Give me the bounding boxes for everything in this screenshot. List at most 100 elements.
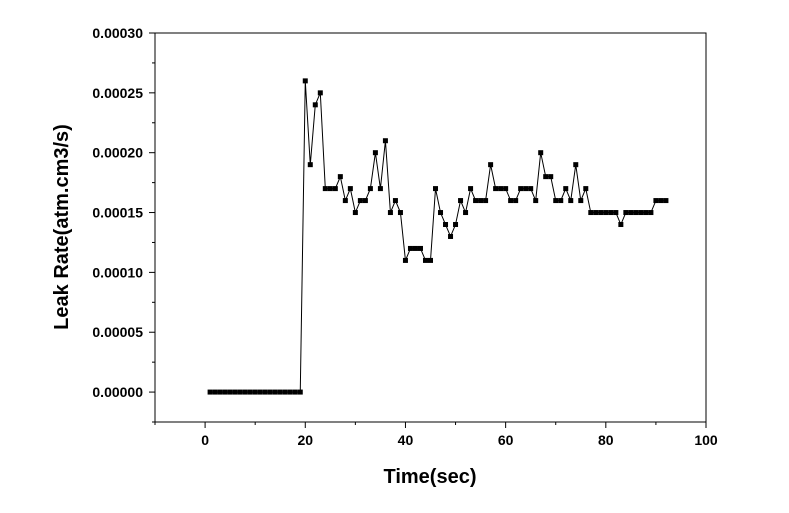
- y-tick-label: 0.00010: [92, 264, 143, 280]
- data-point: [468, 186, 474, 192]
- data-point: [528, 186, 534, 192]
- x-tick-label: 20: [297, 432, 313, 448]
- data-point: [207, 389, 213, 395]
- data-point: [593, 210, 599, 216]
- data-point: [272, 389, 278, 395]
- data-point: [663, 198, 669, 204]
- data-point: [623, 210, 629, 216]
- axis-ticks: [149, 32, 707, 428]
- data-point: [357, 198, 363, 204]
- data-point: [628, 210, 634, 216]
- data-point: [332, 186, 338, 192]
- x-tick-label: 100: [694, 432, 718, 448]
- data-point: [648, 210, 654, 216]
- data-point: [458, 198, 464, 204]
- data-point: [397, 210, 403, 216]
- data-point: [558, 198, 564, 204]
- data-point: [463, 210, 469, 216]
- y-tick-label: 0.00005: [92, 324, 143, 340]
- data-point: [347, 186, 353, 192]
- data-point: [598, 210, 604, 216]
- plot-frame: [154, 32, 707, 423]
- data-point: [608, 210, 614, 216]
- data-point: [488, 162, 494, 168]
- data-point: [277, 389, 283, 395]
- data-point: [588, 210, 594, 216]
- data-point: [302, 78, 308, 84]
- data-point: [583, 186, 589, 192]
- data-point: [643, 210, 649, 216]
- data-point: [387, 210, 393, 216]
- data-point: [573, 162, 579, 168]
- data-point: [553, 198, 559, 204]
- data-point: [438, 210, 444, 216]
- data-point: [317, 90, 323, 96]
- data-point: [658, 198, 664, 204]
- data-point: [237, 389, 243, 395]
- y-tick-label: 0.00020: [92, 145, 143, 161]
- y-tick-label: 0.00030: [92, 25, 143, 41]
- data-point: [322, 186, 328, 192]
- data-point: [533, 198, 539, 204]
- data-point: [342, 198, 348, 204]
- data-point: [498, 186, 504, 192]
- tick-labels: 0 20 40 60 80 100 0.00000 0.00005 0.00010 0.00015…: [92, 25, 718, 448]
- y-tick-label: 0.00000: [92, 384, 143, 400]
- data-point: [508, 198, 514, 204]
- data-point: [433, 186, 439, 192]
- data-point: [548, 174, 554, 180]
- data-point: [382, 138, 388, 144]
- data-point: [327, 186, 333, 192]
- data-point: [578, 198, 584, 204]
- data-point: [282, 389, 288, 395]
- x-tick-label: 60: [498, 432, 514, 448]
- data-point: [478, 198, 484, 204]
- data-point: [513, 198, 519, 204]
- data-point: [402, 257, 408, 263]
- data-point: [392, 198, 398, 204]
- data-point: [257, 389, 263, 395]
- y-tick-label: 0.00025: [92, 85, 143, 101]
- data-point: [287, 389, 293, 395]
- data-point: [247, 389, 253, 395]
- series-markers: [207, 78, 669, 395]
- data-point: [312, 102, 318, 108]
- data-point: [638, 210, 644, 216]
- data-point: [337, 174, 343, 180]
- data-point: [443, 222, 449, 228]
- data-point: [503, 186, 509, 192]
- data-point: [563, 186, 569, 192]
- data-point: [297, 389, 303, 395]
- y-axis-title: Leak Rate(atm.cm3/s): [51, 124, 73, 330]
- x-tick-label: 40: [398, 432, 414, 448]
- data-point: [653, 198, 659, 204]
- data-point: [422, 257, 428, 263]
- data-point: [417, 245, 423, 251]
- data-point: [372, 150, 378, 156]
- data-point: [523, 186, 529, 192]
- data-point: [603, 210, 609, 216]
- data-point: [292, 389, 298, 395]
- data-point: [473, 198, 479, 204]
- data-point: [232, 389, 238, 395]
- y-tick-label: 0.00015: [92, 205, 143, 221]
- data-point: [518, 186, 524, 192]
- x-tick-label: 0: [201, 432, 209, 448]
- data-point: [543, 174, 549, 180]
- data-point: [538, 150, 544, 156]
- x-tick-label: 80: [598, 432, 614, 448]
- data-point: [377, 186, 383, 192]
- data-point: [453, 222, 459, 228]
- data-point: [242, 389, 248, 395]
- data-point: [483, 198, 489, 204]
- data-point: [352, 210, 358, 216]
- data-point: [227, 389, 233, 395]
- data-point: [267, 389, 273, 395]
- data-point: [407, 245, 413, 251]
- data-point: [448, 233, 454, 239]
- data-point: [262, 389, 268, 395]
- data-point: [568, 198, 574, 204]
- data-point: [217, 389, 223, 395]
- data-point: [428, 257, 433, 263]
